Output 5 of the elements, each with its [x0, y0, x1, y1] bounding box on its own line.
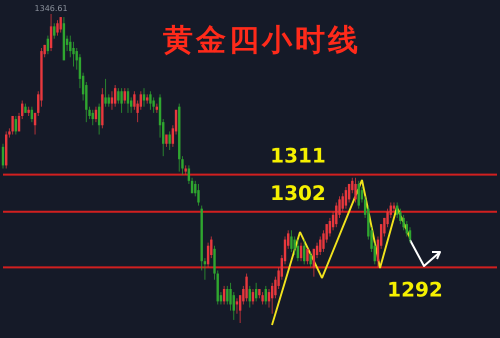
annotation: 1292: [387, 277, 443, 302]
annotation: 1311: [270, 144, 326, 168]
text: 1346.61: [34, 4, 68, 13]
chart-title: 黄金四小时线: [163, 23, 361, 58]
annotation: 1302: [270, 180, 326, 205]
